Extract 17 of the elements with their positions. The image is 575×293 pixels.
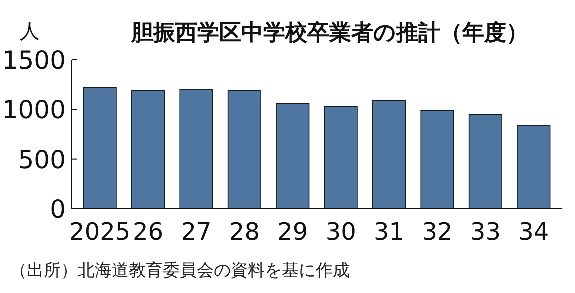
y-tick-label: 500 xyxy=(18,145,66,174)
x-tick-label: 31 xyxy=(374,218,405,246)
x-tick-label: 26 xyxy=(133,218,164,246)
chart-title: 胆振西学区中学校卒業者の推計（年度） xyxy=(130,20,528,46)
x-tick-label: 33 xyxy=(470,218,501,246)
y-tick-label: 1000 xyxy=(2,96,66,125)
y-tick-label: 1500 xyxy=(2,46,66,75)
x-tick-label: 34 xyxy=(518,218,550,246)
x-tick-label: 29 xyxy=(278,218,308,246)
x-tick-label: 30 xyxy=(326,218,356,246)
x-tick-label: 32 xyxy=(422,218,453,246)
x-tick-label: 27 xyxy=(181,218,212,246)
x-tick-label: 2025 xyxy=(70,218,131,246)
x-tick-label: 28 xyxy=(229,218,260,246)
text: （出所）北海道教育委員会の資料を基に作成 xyxy=(10,261,350,281)
y-axis-title: 人 xyxy=(20,19,40,43)
y-tick-label: 0 xyxy=(50,195,66,224)
